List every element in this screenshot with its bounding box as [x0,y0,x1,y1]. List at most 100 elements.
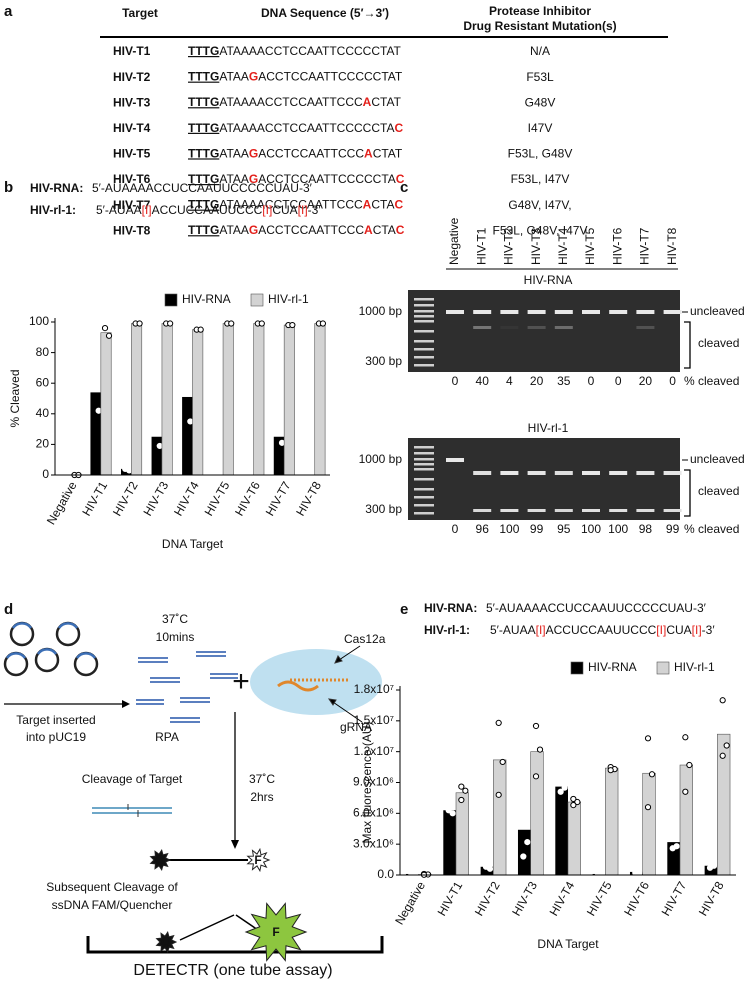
cleaved-band [582,471,600,475]
reporter-burst [246,847,271,873]
sequence-segment: TTTG [188,70,219,84]
replicate-point [482,863,490,870]
sequence-segment: CTA [373,223,396,237]
replicate-point [520,853,527,860]
sequence-segment: A [363,95,372,109]
percent-cleaved: 100 [581,522,601,536]
replicate-point [289,321,296,329]
x-tick-label: HIV-T3 [509,879,540,919]
sequence-segment: CUA [272,203,297,217]
diagram-text: gRNA [340,720,372,734]
sequence-segment: TTTG [188,198,219,212]
ladder-band [414,356,434,359]
lane-label: HIV-T4 [556,227,570,265]
percent-cleaved: 20 [639,374,653,388]
replicate-point [274,426,282,433]
x-tick-label: HIV-T8 [293,479,324,519]
target-name: HIV-T1 [113,44,151,58]
y-tick-label: 0 [42,467,49,481]
percent-label: % cleaved [684,522,739,536]
x-tick-label: HIV-T6 [232,479,263,519]
y-tick-label: 9.0x10⁶ [353,775,394,789]
sequence-segment: C [396,223,405,237]
bar [493,759,507,876]
replicate-point [682,734,689,741]
ladder-band [414,452,434,455]
diagram-text: into pUC19 [26,730,86,744]
mutation: F53L [526,70,554,84]
x-tick-label: HIV-T7 [263,479,294,519]
y-tick-label: 3.0x10⁶ [353,836,394,850]
bar [642,772,656,876]
ladder-band [414,458,434,461]
bar [605,767,619,876]
sequence-segment: A [363,198,372,212]
replicate-point [445,802,452,809]
bar [517,829,531,875]
legend-swatch [164,293,178,307]
ladder-band [414,478,434,481]
cleaved-band [473,509,492,512]
panel-label: d [4,601,13,618]
sequence-segment: [I] [536,623,546,637]
uncleaved-label: uncleaved [690,452,744,466]
cleaved-band [636,509,655,512]
cleaved-label: cleaved [698,484,739,498]
diagram-text: Cleavage of Target [82,772,183,786]
sequence-segment: ATAAAACCTCCAATTCCC [219,95,363,109]
dna-sequence: TTTGATAAAACCTCCAATTCCCACTAT [188,95,402,109]
sequence-segment: TTTG [188,147,219,161]
sequence-segment: CTA [371,198,394,212]
sequence-segment: -3′ [308,203,322,217]
cleaved-band [609,509,628,512]
gel [408,438,680,520]
lane-label: HIV-T1 [474,227,488,265]
replicate-point [197,326,204,333]
rna-sequence: 5′-AUAA[I]ACCUCCAAUUCCC[I]CUA[I]-3′ [490,623,715,637]
diagram-text: Cas12a [344,632,386,646]
cleaved-band [527,326,546,329]
target-name: HIV-T7 [113,198,151,212]
uncleaved-band [663,310,682,314]
replicate-point [669,832,676,840]
x-tick-label: HIV-T2 [110,479,141,519]
sequence-name: HIV-rl-1: [424,623,470,637]
rna-sequence: 5′-AUAAAACCUCCAAUUCCCCCUAU-3′ [486,601,707,615]
y-tick-label: 6.0x10⁶ [353,806,394,820]
reporter-icons: Q F Q F [149,847,308,962]
replicate-point [101,325,109,332]
dna-sequence: TTTGATAAGACCTCCAATTCCCACTAT [188,147,403,161]
sequence-segment: ACCTCCAATTCCC [258,223,364,237]
y-tick-label: 20 [36,437,50,451]
replicate-point [723,742,730,749]
uncleaved-band [473,310,492,314]
bar [480,866,494,875]
bar [679,764,693,876]
replicate-point [105,332,113,339]
mutation: F53L, G48V [508,147,573,161]
replicate-point [574,798,581,806]
cleaved-band [554,509,573,512]
replicate-point [719,697,726,704]
dna-sequence: TTTGATAAAACCTCCAATTCCCCCTAT [188,44,402,58]
cleaved-band [500,471,519,475]
sequence-segment: [I] [656,623,666,637]
replicate-point [458,783,465,790]
bar [283,324,295,476]
ladder-band [414,463,434,466]
uncleaved-label: uncleaved [690,304,744,318]
ladder-band [414,304,434,307]
target-name: HIV-T2 [113,70,151,84]
replicate-point [607,767,614,774]
replicate-point [152,424,159,431]
ladder-band [414,330,434,333]
x-tick-label: HIV-T8 [696,879,727,919]
y-tick-label: 100 [29,314,49,328]
sequence-segment: [I] [298,203,308,217]
replicate-point [532,773,540,780]
replicate-point [167,320,174,327]
y-tick-label: 1.8x10⁷ [354,682,394,696]
diagram-text: RPA [155,730,179,744]
uncleaved-band [527,310,546,314]
